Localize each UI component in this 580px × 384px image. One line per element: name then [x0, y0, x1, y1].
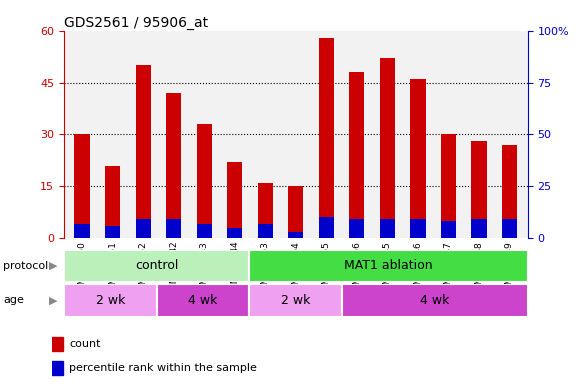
Text: GDS2561 / 95906_at: GDS2561 / 95906_at	[64, 16, 208, 30]
Bar	[197, 223, 212, 238]
Bar	[472, 141, 487, 238]
Bar	[318, 217, 334, 238]
Bar	[441, 134, 456, 238]
Text: count: count	[69, 339, 100, 349]
Bar	[288, 186, 303, 238]
Bar	[64, 284, 157, 317]
Bar	[258, 223, 273, 238]
Bar	[227, 162, 242, 238]
Text: MAT1 ablation: MAT1 ablation	[345, 260, 433, 272]
Bar	[249, 250, 528, 282]
Bar	[288, 232, 303, 238]
Text: percentile rank within the sample: percentile rank within the sample	[69, 363, 257, 373]
Bar	[342, 284, 528, 317]
Text: ▶: ▶	[49, 295, 57, 305]
Bar	[74, 134, 90, 238]
Bar	[157, 284, 249, 317]
Bar	[318, 38, 334, 238]
Bar	[166, 93, 182, 238]
Bar	[136, 219, 151, 238]
Bar	[249, 284, 342, 317]
Text: 2 wk: 2 wk	[281, 294, 310, 307]
Text: 2 wk: 2 wk	[96, 294, 125, 307]
Bar	[349, 219, 364, 238]
Text: ▶: ▶	[49, 261, 57, 271]
Bar	[410, 79, 426, 238]
Bar	[380, 58, 395, 238]
Bar	[472, 219, 487, 238]
Bar	[136, 65, 151, 238]
Bar	[258, 183, 273, 238]
Text: 4 wk: 4 wk	[188, 294, 218, 307]
Bar	[441, 222, 456, 238]
Bar	[105, 226, 120, 238]
Bar	[52, 337, 63, 351]
Bar	[105, 166, 120, 238]
Bar	[380, 219, 395, 238]
Bar	[502, 145, 517, 238]
Bar	[197, 124, 212, 238]
Bar	[64, 250, 249, 282]
Bar	[349, 72, 364, 238]
Bar	[410, 219, 426, 238]
Bar	[74, 223, 90, 238]
Bar	[52, 361, 63, 375]
Text: age: age	[3, 295, 24, 305]
Text: protocol: protocol	[3, 261, 48, 271]
Text: control: control	[135, 260, 178, 272]
Bar	[502, 219, 517, 238]
Text: 4 wk: 4 wk	[420, 294, 450, 307]
Bar	[166, 219, 182, 238]
Bar	[227, 228, 242, 238]
